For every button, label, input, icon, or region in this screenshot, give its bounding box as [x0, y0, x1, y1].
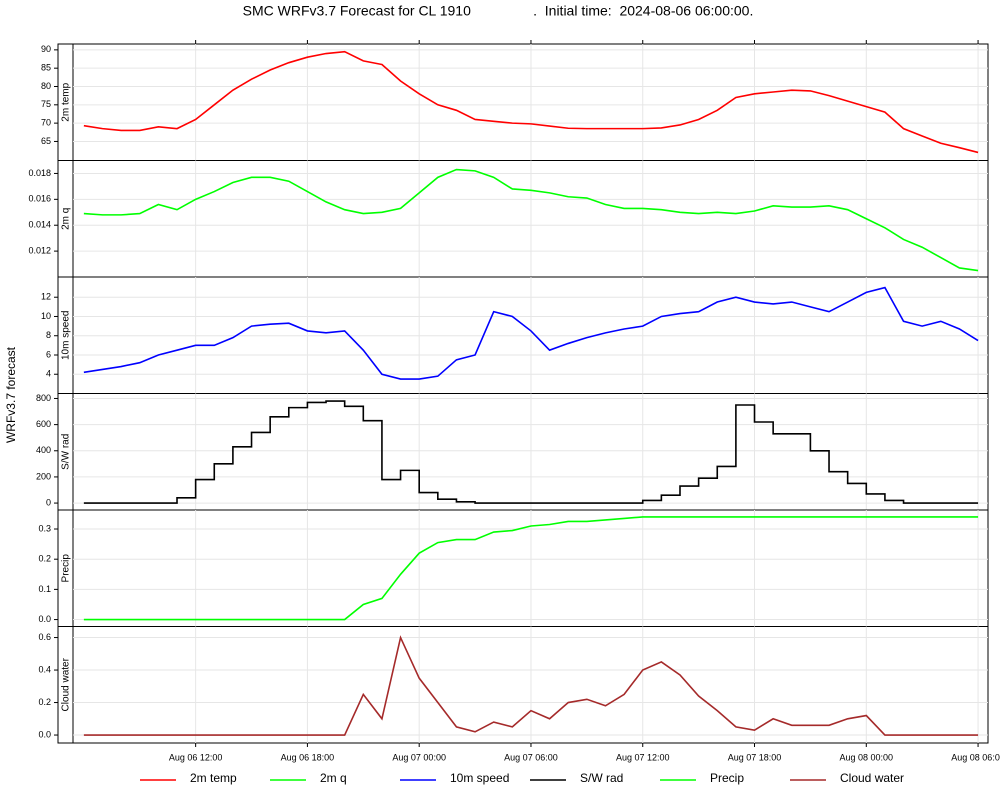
panel-frame: [57, 43, 989, 161]
x-tick-label: Aug 07 00:00: [392, 752, 446, 762]
series-line: [83, 516, 979, 621]
x-tick-label: Aug 07 06:00: [504, 752, 558, 762]
y-tick-label: 0.4: [38, 664, 51, 674]
legend-label: 2m temp: [190, 771, 237, 785]
series-line: [83, 50, 979, 154]
y-tick-label: 0.6: [38, 632, 51, 642]
y-axis-title: WRFv3.7 forecast: [4, 346, 18, 443]
x-tick-label: Aug 06 12:00: [169, 752, 223, 762]
y-tick-label: 80: [41, 81, 51, 91]
panel-label: Precip: [61, 554, 72, 583]
series-line: [83, 400, 979, 504]
legend-label: 10m speed: [450, 771, 509, 785]
series-line: [83, 168, 979, 272]
x-tick-label: Aug 06 18:00: [281, 752, 335, 762]
y-tick-label: 65: [41, 136, 51, 146]
panel-frame: [57, 160, 989, 278]
y-tick-label: 85: [41, 63, 51, 73]
panel-label: 2m q: [61, 208, 72, 230]
y-tick-label: 0.016: [28, 194, 51, 204]
y-tick-label: 70: [41, 118, 51, 128]
y-tick-label: 0: [46, 497, 51, 507]
legend-label: 2m q: [320, 771, 347, 785]
y-tick-label: 0.014: [28, 220, 51, 230]
y-tick-label: 0.012: [28, 245, 51, 255]
legend-label: S/W rad: [580, 771, 623, 785]
y-tick-label: 8: [46, 330, 51, 340]
panel-label: Cloud water: [61, 657, 72, 711]
y-tick-label: 10: [41, 311, 51, 321]
y-tick-label: 400: [36, 445, 51, 455]
y-tick-label: 0.2: [38, 554, 51, 564]
y-tick-label: 0.0: [38, 729, 51, 739]
y-tick-label: 90: [41, 44, 51, 54]
x-tick-label: Aug 08 06:00: [951, 752, 1000, 762]
legend-label: Precip: [710, 771, 744, 785]
y-tick-label: 4: [46, 369, 51, 379]
y-tick-label: 12: [41, 292, 51, 302]
chart-title: SMC WRFv3.7 Forecast for CL 1910 . Initi…: [243, 3, 754, 19]
y-tick-label: 0.3: [38, 523, 51, 533]
panel-frame: [57, 393, 989, 511]
x-tick-label: Aug 07 18:00: [728, 752, 782, 762]
y-tick-label: 0.1: [38, 584, 51, 594]
y-tick-label: 600: [36, 419, 51, 429]
x-tick-label: Aug 08 00:00: [840, 752, 894, 762]
legend-label: Cloud water: [840, 771, 904, 785]
y-tick-label: 75: [41, 99, 51, 109]
y-tick-label: 0.2: [38, 697, 51, 707]
x-tick-label: Aug 07 12:00: [616, 752, 670, 762]
series-line: [83, 635, 979, 736]
panel-label: 2m temp: [61, 82, 72, 121]
panel-frame: [57, 626, 989, 744]
y-tick-label: 6: [46, 349, 51, 359]
y-tick-label: 0.0: [38, 614, 51, 624]
y-tick-label: 800: [36, 393, 51, 403]
y-tick-label: 200: [36, 471, 51, 481]
panel-label: 10m speed: [61, 311, 72, 360]
panel-label: S/W rad: [61, 434, 72, 470]
y-tick-label: 0.018: [28, 168, 51, 178]
series-line: [83, 286, 979, 380]
